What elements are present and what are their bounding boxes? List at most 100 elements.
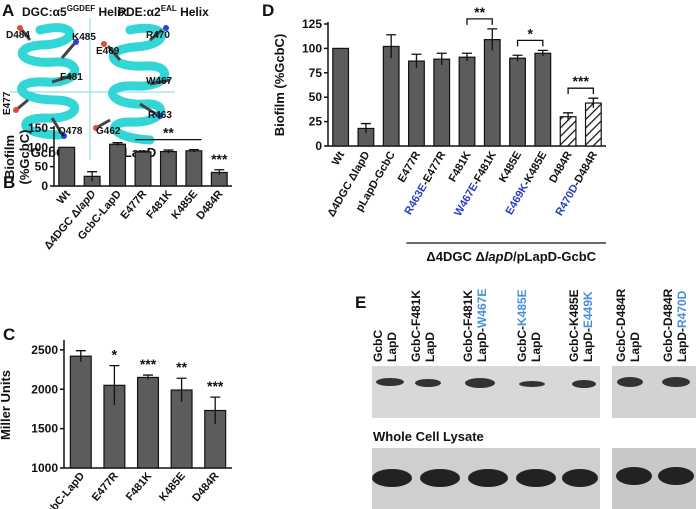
lane-label: GcbC: [371, 330, 385, 362]
lane-label: LapD: [529, 332, 543, 362]
x-tick-label-part: R470D: [553, 182, 581, 218]
residue: D484: [6, 30, 30, 41]
panel-letter: B: [3, 173, 15, 192]
lane-label: LapD-W467E: [475, 289, 489, 362]
title-part: Helix: [177, 5, 209, 19]
bar: [159, 150, 177, 187]
error-bar: [537, 49, 548, 57]
residue: G462: [96, 126, 121, 137]
y-tick-label: 0: [315, 139, 322, 153]
y-tick-label: 100: [28, 140, 48, 154]
x-tick-label-part: -D484R: [571, 149, 600, 188]
error-bar: [436, 52, 447, 65]
error-bar: [411, 53, 422, 68]
significance: *: [112, 347, 118, 363]
lane-label: LapD-R470D: [675, 290, 689, 362]
lane-label-part: GcbC-F481K: [461, 290, 475, 362]
x-tick-label: K485E: [157, 470, 188, 503]
error-bar: [143, 374, 153, 380]
y-tick-label: 50: [35, 160, 49, 174]
significance: **: [474, 4, 485, 20]
error-bar: [386, 34, 397, 59]
y-tick-label: 150: [28, 121, 48, 135]
residue: W467: [146, 76, 173, 87]
bar: [458, 56, 476, 147]
lane-label-part: E449K: [581, 291, 595, 328]
residue: E477: [2, 91, 13, 115]
error-bar: [487, 28, 498, 51]
title-part: Helix: [95, 5, 127, 19]
protein-name: GcbC: [31, 145, 66, 160]
x-tick-label: Wt: [330, 149, 348, 167]
lane-label-part: LapD: [385, 332, 399, 362]
x-tick-label: D484R: [194, 188, 225, 222]
residue: K485: [72, 32, 96, 43]
lane-label-part: LapD: [423, 332, 437, 362]
bar: [136, 376, 160, 469]
residue: E469: [96, 46, 120, 57]
x-tick-label-part: E477R: [118, 188, 149, 222]
x-tick-label-part: Δ4DGC Δ: [42, 206, 83, 252]
error-bar: [163, 149, 174, 154]
bar: [382, 45, 400, 147]
x-tick-label: E477R: [396, 149, 423, 184]
lane-label: GcbC-D484R: [661, 288, 675, 362]
error-bar: [563, 112, 574, 121]
significance: ***: [140, 356, 157, 372]
y-tick-label: 50: [309, 90, 323, 104]
title-sup: GGDEF: [67, 4, 96, 13]
significance: ***: [573, 73, 590, 89]
x-axis-label-part: Δ4DGC Δ: [426, 249, 484, 264]
title-sup: EAL: [161, 4, 177, 13]
lane-label-part: LapD-: [581, 328, 595, 362]
error-bar: [588, 97, 599, 108]
bar: [509, 57, 526, 147]
lane-label: GcbC-F481K: [409, 290, 423, 362]
bar: [433, 58, 451, 147]
error-bar: [75, 350, 86, 362]
bar: [483, 39, 501, 147]
x-tick-label-part: F481K: [144, 188, 174, 221]
x-tick-label-part: -E477R: [419, 149, 448, 187]
x-tick-label-part: lapD: [74, 188, 99, 214]
lane-label-part: GcbC-: [515, 326, 529, 362]
x-tick-label: D484R: [190, 470, 221, 504]
helix-title: DGC:α5GGDEF Helix: [22, 4, 128, 19]
y-tick-label: 25: [309, 115, 323, 129]
significance-line: [466, 18, 493, 25]
error-bar: [214, 169, 225, 176]
error-bar: [138, 150, 148, 153]
significance: ***: [211, 151, 228, 167]
x-tick-label-part: R463E: [402, 182, 429, 217]
x-tick-label: D484R: [547, 149, 575, 185]
lane-label: LapD: [423, 332, 437, 362]
lane-label-part: GcbC-F481K: [409, 290, 423, 362]
bar: [69, 355, 92, 469]
lane-label-part: GcbC-K485E: [567, 289, 581, 362]
x-tick-label-part: Wt: [55, 188, 73, 207]
y-axis-label: Miller Units: [0, 370, 13, 440]
bar: [408, 60, 425, 147]
lane-label-part: GcbC-D484R: [661, 288, 675, 362]
x-tick-label-part: E477R: [396, 149, 423, 184]
lane-label: GcbC-K485E: [515, 289, 529, 362]
lane-label-part: LapD: [529, 332, 543, 362]
bar: [109, 143, 127, 187]
y-tick-label: 1500: [31, 422, 58, 436]
x-tick-label-part: -K485E: [520, 150, 549, 188]
y-axis-label: Biofilm: [2, 135, 17, 179]
x-tick-label: GcbC-LapD: [39, 470, 87, 509]
lane-label-part: K485E: [515, 289, 529, 326]
lane-label-part: LapD-: [475, 328, 489, 362]
helix-title: PDE:α2EAL Helix: [118, 4, 209, 19]
lane-label-part: R470D: [675, 290, 689, 328]
bar: [534, 52, 552, 147]
bar: [134, 151, 152, 187]
significance-line: [516, 39, 544, 47]
x-tick-label-part: Wt: [330, 149, 348, 167]
y-axis-label: (%GcbC): [17, 130, 32, 185]
lane-label: LapD: [385, 332, 399, 362]
lane-label-part: GcbC-D484R: [614, 288, 628, 362]
x-tick-label-part: K485E: [157, 470, 188, 503]
x-tick-label-part: GcbC-LapD: [39, 470, 87, 509]
